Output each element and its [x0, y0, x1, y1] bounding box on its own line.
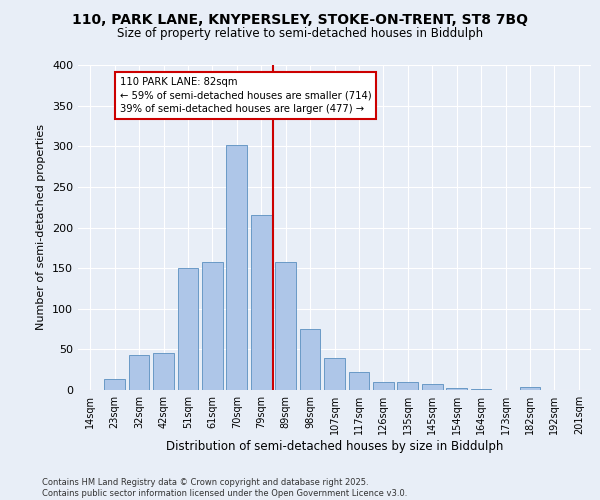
Y-axis label: Number of semi-detached properties: Number of semi-detached properties: [37, 124, 46, 330]
Bar: [446, 388, 467, 390]
Bar: [324, 358, 345, 390]
Bar: [422, 384, 443, 390]
Text: Contains HM Land Registry data © Crown copyright and database right 2025.
Contai: Contains HM Land Registry data © Crown c…: [42, 478, 407, 498]
Bar: [128, 355, 149, 390]
Text: Size of property relative to semi-detached houses in Biddulph: Size of property relative to semi-detach…: [117, 28, 483, 40]
Text: 110 PARK LANE: 82sqm
← 59% of semi-detached houses are smaller (714)
39% of semi: 110 PARK LANE: 82sqm ← 59% of semi-detac…: [119, 77, 371, 114]
Bar: [178, 268, 199, 390]
X-axis label: Distribution of semi-detached houses by size in Biddulph: Distribution of semi-detached houses by …: [166, 440, 503, 452]
Bar: [349, 372, 370, 390]
Bar: [226, 144, 247, 390]
Bar: [470, 389, 491, 390]
Bar: [202, 262, 223, 390]
Bar: [275, 262, 296, 390]
Text: 110, PARK LANE, KNYPERSLEY, STOKE-ON-TRENT, ST8 7BQ: 110, PARK LANE, KNYPERSLEY, STOKE-ON-TRE…: [72, 12, 528, 26]
Bar: [520, 387, 541, 390]
Bar: [373, 382, 394, 390]
Bar: [251, 216, 272, 390]
Bar: [153, 352, 174, 390]
Bar: [397, 382, 418, 390]
Bar: [299, 329, 320, 390]
Bar: [104, 380, 125, 390]
